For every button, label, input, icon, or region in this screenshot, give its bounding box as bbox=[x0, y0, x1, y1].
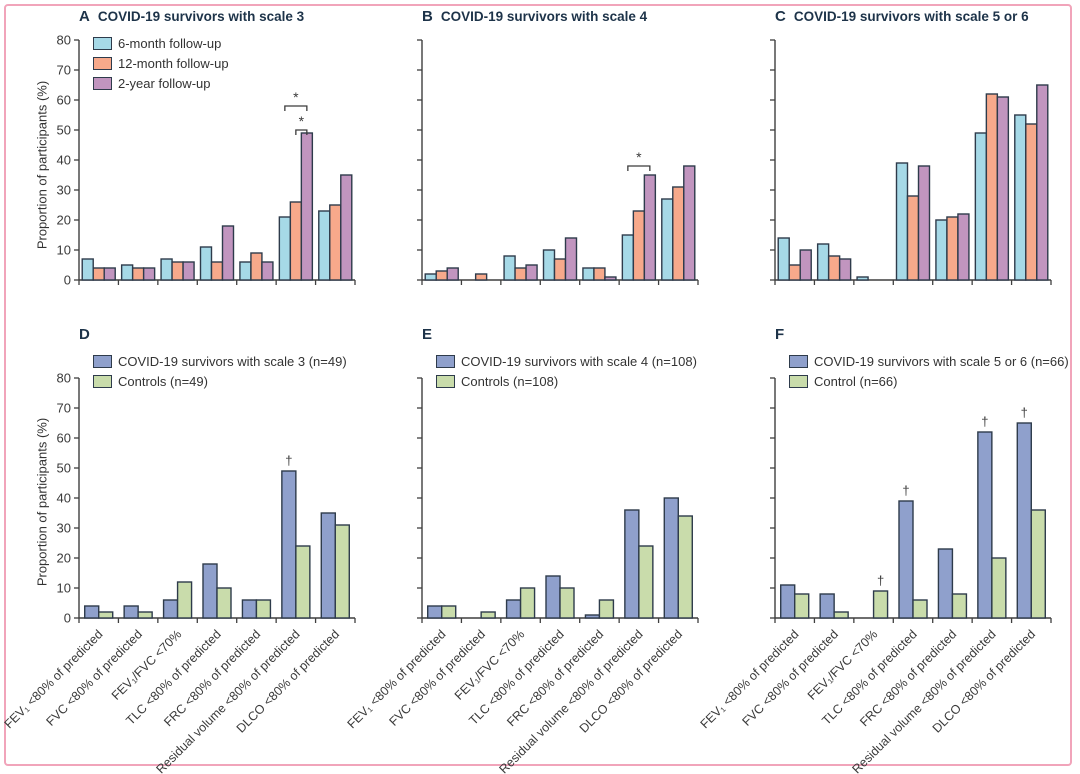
panel-f: F COVID-19 survivors with scale 5 or 6 (… bbox=[698, 326, 1080, 774]
legend-swatch-6-month bbox=[93, 37, 112, 50]
panel-a-letter: A bbox=[79, 8, 90, 25]
panel-b-title: COVID-19 survivors with scale 4 bbox=[440, 9, 648, 24]
svg-text:60: 60 bbox=[57, 93, 71, 108]
chart-c-svg bbox=[770, 39, 1052, 285]
chart-b-svg: * bbox=[417, 39, 699, 285]
svg-text:Residual volume <80% of predic: Residual volume <80% of predicted bbox=[497, 627, 646, 774]
panel-e-legend: COVID-19 survivors with scale 4 (n=108) … bbox=[436, 353, 697, 393]
panel-c-title-row: C COVID-19 survivors with scale 5 or 6 bbox=[745, 8, 1080, 30]
legend-item: COVID-19 survivors with scale 3 (n=49) bbox=[93, 353, 347, 370]
panel-e-title-row: E bbox=[392, 326, 727, 348]
svg-text:FEV₁/FVC <70%: FEV₁/FVC <70% bbox=[452, 627, 528, 703]
svg-text:Residual volume <80% of predic: Residual volume <80% of predicted bbox=[154, 627, 303, 774]
legend-swatch-survivors bbox=[93, 355, 112, 368]
legend-label: Control (n=66) bbox=[814, 374, 898, 389]
svg-text:Residual volume <80% of predic: Residual volume <80% of predicted bbox=[850, 627, 999, 774]
panel-e: E COVID-19 survivors with scale 4 (n=108… bbox=[345, 326, 727, 774]
svg-text:0: 0 bbox=[64, 611, 71, 626]
legend-swatch-survivors bbox=[436, 355, 455, 368]
legend-label: COVID-19 survivors with scale 3 (n=49) bbox=[118, 354, 347, 369]
panel-d: D COVID-19 survivors with scale 3 (n=49)… bbox=[2, 326, 370, 774]
legend-item: Controls (n=49) bbox=[93, 373, 347, 390]
legend-swatch-survivors bbox=[789, 355, 808, 368]
legend-item: COVID-19 survivors with scale 5 or 6 (n=… bbox=[789, 353, 1069, 370]
svg-text:†: † bbox=[981, 414, 988, 429]
legend-label: Controls (n=108) bbox=[461, 374, 559, 389]
panel-c: C COVID-19 survivors with scale 5 or 6 bbox=[745, 8, 1080, 288]
legend-item: 12-month follow-up bbox=[93, 55, 229, 72]
svg-text:†: † bbox=[285, 453, 292, 468]
legend-label: 12-month follow-up bbox=[118, 56, 229, 71]
panel-b: B COVID-19 survivors with scale 4 * bbox=[392, 8, 727, 288]
svg-text:*: * bbox=[293, 89, 299, 105]
svg-text:80: 80 bbox=[57, 33, 71, 48]
svg-text:30: 30 bbox=[57, 183, 71, 198]
panel-a: A COVID-19 survivors with scale 3 6-mont… bbox=[35, 8, 370, 288]
svg-text:†: † bbox=[877, 573, 884, 588]
legend-item: 6-month follow-up bbox=[93, 35, 229, 52]
svg-text:70: 70 bbox=[57, 401, 71, 416]
panel-d-letter: D bbox=[79, 326, 90, 343]
panel-d-legend: COVID-19 survivors with scale 3 (n=49) C… bbox=[93, 353, 347, 393]
legend-item: Controls (n=108) bbox=[436, 373, 697, 390]
figure-border bbox=[4, 4, 1072, 766]
svg-text:40: 40 bbox=[57, 491, 71, 506]
panel-d-title-row: D bbox=[35, 326, 370, 348]
panel-e-letter: E bbox=[422, 326, 433, 343]
y-axis-label-bottom: Proportion of participants (%) bbox=[34, 417, 50, 587]
panel-f-legend: COVID-19 survivors with scale 5 or 6 (n=… bbox=[789, 353, 1069, 393]
svg-text:50: 50 bbox=[57, 461, 71, 476]
chart-a-svg: 0 10 20 30 40 50 60 70 80 ** bbox=[57, 33, 356, 288]
svg-text:70: 70 bbox=[57, 63, 71, 78]
panel-b-letter: B bbox=[422, 8, 433, 25]
legend-swatch-12-month bbox=[93, 57, 112, 70]
svg-text:20: 20 bbox=[57, 551, 71, 566]
svg-text:*: * bbox=[636, 149, 642, 165]
panel-b-title-row: B COVID-19 survivors with scale 4 bbox=[392, 8, 727, 30]
legend-item: 2-year follow-up bbox=[93, 75, 229, 92]
svg-text:†: † bbox=[902, 483, 909, 498]
legend-label: Controls (n=49) bbox=[118, 374, 208, 389]
svg-text:50: 50 bbox=[57, 123, 71, 138]
svg-text:80: 80 bbox=[57, 371, 71, 386]
legend-swatch-control bbox=[789, 375, 808, 388]
legend-swatch-controls bbox=[93, 375, 112, 388]
panel-c-letter: C bbox=[775, 8, 786, 25]
panel-c-title: COVID-19 survivors with scale 5 or 6 bbox=[793, 9, 1029, 24]
svg-text:10: 10 bbox=[57, 581, 71, 596]
svg-text:FEV₁/FVC <70%: FEV₁/FVC <70% bbox=[109, 627, 185, 703]
panel-a-title-row: A COVID-19 survivors with scale 3 bbox=[35, 8, 370, 30]
panel-a-title: COVID-19 survivors with scale 3 bbox=[97, 9, 305, 24]
panel-f-title-row: F bbox=[745, 326, 1080, 348]
svg-text:30: 30 bbox=[57, 521, 71, 536]
panel-a-legend: 6-month follow-up 12-month follow-up 2-y… bbox=[93, 35, 229, 95]
svg-text:40: 40 bbox=[57, 153, 71, 168]
svg-text:FEV₁/FVC <70%: FEV₁/FVC <70% bbox=[805, 627, 881, 703]
svg-text:60: 60 bbox=[57, 431, 71, 446]
legend-label: COVID-19 survivors with scale 5 or 6 (n=… bbox=[814, 354, 1069, 369]
legend-item: COVID-19 survivors with scale 4 (n=108) bbox=[436, 353, 697, 370]
legend-swatch-controls bbox=[436, 375, 455, 388]
svg-text:10: 10 bbox=[57, 243, 71, 258]
legend-label: COVID-19 survivors with scale 4 (n=108) bbox=[461, 354, 697, 369]
svg-text:†: † bbox=[1021, 405, 1028, 420]
legend-label: 6-month follow-up bbox=[118, 36, 222, 51]
svg-text:20: 20 bbox=[57, 213, 71, 228]
svg-text:*: * bbox=[299, 113, 305, 129]
legend-swatch-2-year bbox=[93, 77, 112, 90]
y-axis-label-top: Proportion of participants (%) bbox=[34, 80, 50, 250]
svg-text:0: 0 bbox=[64, 273, 71, 288]
legend-item: Control (n=66) bbox=[789, 373, 1069, 390]
panel-f-letter: F bbox=[775, 326, 785, 343]
legend-label: 2-year follow-up bbox=[118, 76, 211, 91]
